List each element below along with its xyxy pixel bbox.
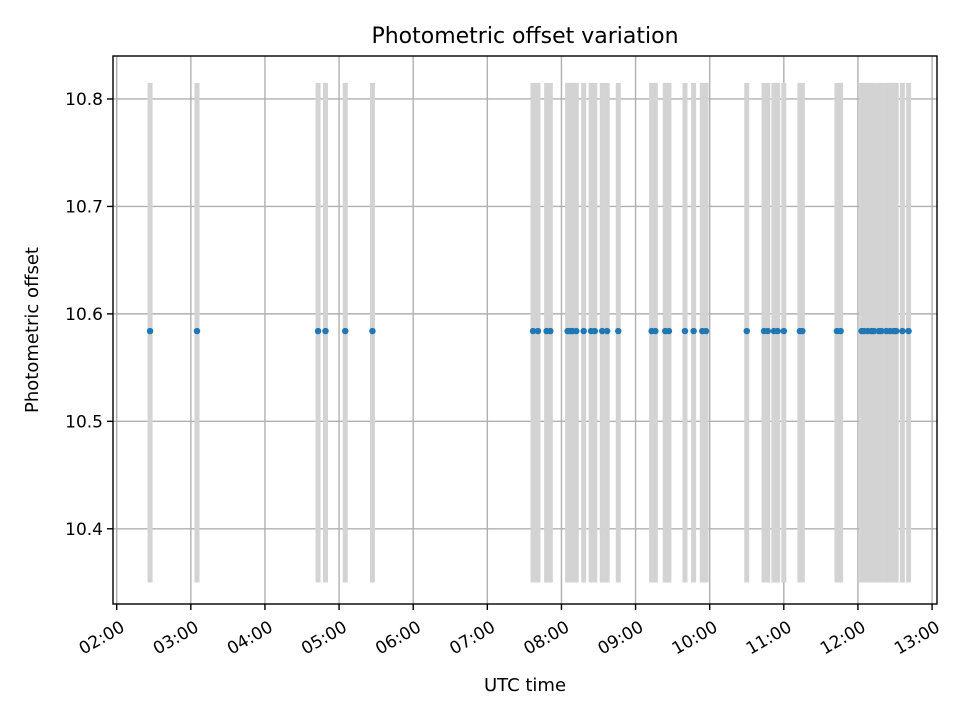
- y-tick-label: 10.5: [65, 412, 103, 432]
- y-tick-label: 10.4: [65, 520, 103, 540]
- data-point: [573, 327, 580, 335]
- data-point: [774, 327, 781, 335]
- data-point: [599, 327, 606, 335]
- data-point: [743, 327, 750, 335]
- data-point: [764, 327, 771, 335]
- data-point: [534, 327, 542, 335]
- y-axis-label: Photometric offset: [22, 247, 43, 413]
- data-point: [899, 327, 906, 335]
- data-point: [878, 327, 885, 335]
- plot-frame: [112, 55, 938, 605]
- data-point: [580, 327, 587, 335]
- data-point: [905, 327, 912, 335]
- x-tick-label: 04:00: [224, 617, 276, 659]
- y-axis: 10.4 10.5 10.6 10.7 10.8: [65, 90, 113, 540]
- y-tick-label: 10.6: [65, 305, 103, 325]
- x-tick-label: 12:00: [817, 617, 869, 659]
- x-tick-label: 03:00: [150, 617, 202, 659]
- y-tick-label: 10.7: [65, 197, 103, 217]
- x-tick-label: 06:00: [372, 617, 424, 659]
- data-points: [146, 327, 912, 335]
- data-point: [837, 327, 844, 335]
- data-point: [529, 327, 537, 335]
- data-point: [870, 327, 878, 335]
- data-point: [681, 327, 689, 335]
- x-tick-label: 11:00: [743, 617, 795, 659]
- x-tick-label: 08:00: [521, 617, 573, 659]
- x-tick-label: 07:00: [446, 617, 498, 659]
- data-point: [799, 327, 806, 335]
- x-axis-label: UTC time: [484, 675, 566, 696]
- data-point: [780, 327, 788, 335]
- x-tick-label: 02:00: [76, 617, 128, 659]
- data-point: [591, 327, 598, 335]
- data-point: [615, 327, 622, 335]
- x-tick-label: 10:00: [669, 617, 721, 659]
- data-point: [369, 327, 376, 335]
- x-tick-label: 05:00: [298, 617, 350, 659]
- x-tick-label: 09:00: [595, 617, 647, 659]
- x-axis: 02:00 03:00 04:00 05:00 06:00 07:00 08:00 09:00…: [76, 604, 944, 659]
- data-point: [603, 327, 611, 335]
- data-point: [322, 327, 329, 335]
- data-point: [193, 327, 201, 335]
- data-point: [314, 327, 322, 335]
- grid: [113, 56, 937, 604]
- data-point: [652, 327, 659, 335]
- y-tick-label: 10.8: [65, 90, 103, 110]
- data-point: [702, 327, 710, 335]
- data-point: [665, 327, 673, 335]
- data-point: [690, 327, 697, 335]
- data-point: [547, 327, 554, 335]
- chart-title: Photometric offset variation: [371, 24, 678, 49]
- data-point: [146, 327, 154, 335]
- data-point: [342, 327, 349, 335]
- x-tick-label: 13:00: [891, 617, 943, 659]
- data-point: [893, 327, 900, 335]
- range-bars: [147, 82, 912, 583]
